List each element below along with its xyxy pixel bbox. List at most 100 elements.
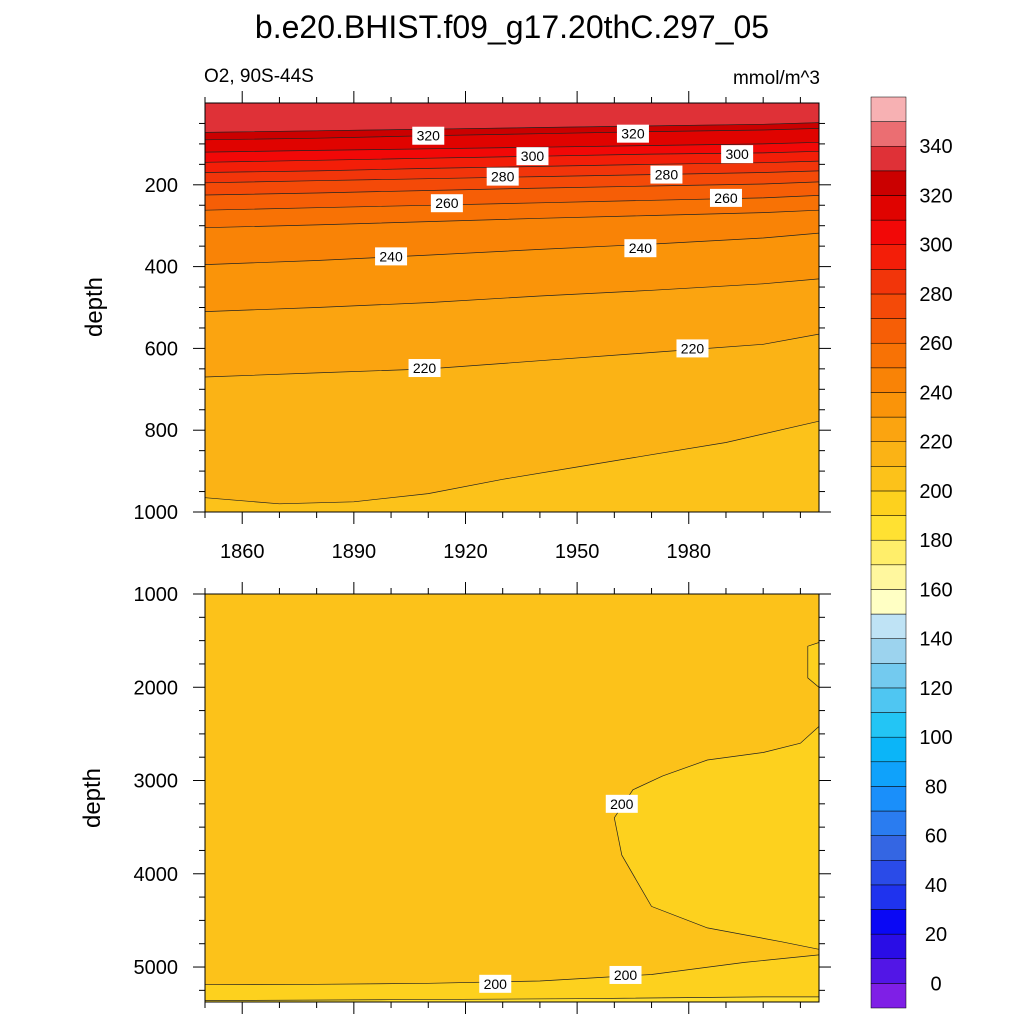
colorbar-swatch xyxy=(870,342,907,369)
variable-label: O2, 90S-44S xyxy=(204,66,314,87)
lower-depth-panel: 200 200 200 1000 2000 3000 4000 5000 depth xyxy=(79,582,831,1014)
y-tick-label: 1000 xyxy=(134,502,179,524)
svg-text:280: 280 xyxy=(491,169,515,185)
contour-label: 200 xyxy=(605,794,638,813)
contour-line-260 xyxy=(205,195,819,211)
upper-depth-panel: 320 320 300 300 280 280 260 260 240 240 220 220 186… xyxy=(81,91,831,563)
y-tick-label: 4000 xyxy=(134,864,179,886)
colorbar-tick-label: 140 xyxy=(919,629,952,651)
colorbar-swatch xyxy=(870,613,907,639)
contour-line-220 xyxy=(205,333,819,378)
colorbar-swatch xyxy=(870,219,907,245)
contour-line-270 xyxy=(205,181,819,196)
colorbar-tick-label: 60 xyxy=(925,826,947,848)
colorbar-swatch xyxy=(870,515,907,541)
colorbar-tick-label: 180 xyxy=(919,530,952,552)
contour-label: 320 xyxy=(412,126,445,145)
x-tick-label: 1860 xyxy=(220,541,265,563)
contour-line-290 xyxy=(205,160,819,173)
x-tick-label: 1980 xyxy=(667,541,712,563)
colorbar-tick-label: 40 xyxy=(925,875,947,897)
svg-text:220: 220 xyxy=(681,340,705,356)
chart-title: b.e20.BHIST.f09_g17.20thC.297_05 xyxy=(255,9,769,45)
colorbar-swatch xyxy=(870,958,907,984)
contour-label: 220 xyxy=(408,359,441,378)
lower-panel-frame xyxy=(204,593,820,1003)
contour-label: 300 xyxy=(721,145,754,164)
contour-line-200 xyxy=(205,954,819,986)
colorbar-swatch xyxy=(870,539,907,566)
contour-label: 240 xyxy=(375,247,408,266)
colorbar-tick-label: 120 xyxy=(919,678,952,700)
y-tick-label: 2000 xyxy=(134,677,179,699)
colorbar-swatch xyxy=(870,909,907,935)
svg-text:280: 280 xyxy=(655,167,679,183)
contour-label: 200 xyxy=(479,974,512,993)
svg-text:320: 320 xyxy=(417,128,441,144)
colorbar-swatch xyxy=(870,589,907,615)
svg-text:260: 260 xyxy=(714,190,738,206)
upper-y-axis-label: depth xyxy=(81,277,108,337)
colorbar-swatch xyxy=(870,687,907,713)
colorbar-tick-label: 340 xyxy=(919,136,952,158)
lower-y-axis-label: depth xyxy=(79,768,106,828)
contour-line-280 xyxy=(205,170,819,184)
colorbar-swatch xyxy=(870,736,907,763)
units-label: mmol/m^3 xyxy=(733,68,820,89)
colorbar-tick-label: 260 xyxy=(919,333,952,355)
colorbar-swatch xyxy=(870,761,907,787)
y-tick-label: 600 xyxy=(145,338,178,360)
contour-label: 200 xyxy=(609,965,642,984)
colorbar-swatch xyxy=(870,293,907,319)
colorbar: 0 20 40 60 80 100 120 140 160 180 200 220 240 260 280 3… xyxy=(870,96,953,1009)
svg-text:240: 240 xyxy=(379,248,403,264)
contour-line-330 xyxy=(205,122,819,133)
colorbar-tick-label: 220 xyxy=(919,432,952,454)
colorbar-swatch xyxy=(870,490,907,516)
contour-label: 280 xyxy=(650,165,683,184)
svg-text:300: 300 xyxy=(725,146,749,162)
svg-text:200: 200 xyxy=(614,967,638,983)
colorbar-swatch xyxy=(870,392,907,418)
svg-text:260: 260 xyxy=(435,195,459,211)
contour-line-240 xyxy=(205,232,819,265)
colorbar-swatch xyxy=(870,96,907,122)
colorbar-swatch xyxy=(870,663,907,689)
colorbar-swatch xyxy=(870,170,907,196)
colorbar-swatch xyxy=(870,466,907,492)
colorbar-swatch xyxy=(870,933,907,960)
colorbar-swatch xyxy=(870,244,907,270)
colorbar-swatch xyxy=(870,884,907,910)
colorbar-swatch xyxy=(870,416,907,442)
colorbar-tick-label: 100 xyxy=(919,727,952,749)
colorbar-swatch xyxy=(870,195,907,221)
svg-text:240: 240 xyxy=(629,240,653,256)
colorbar-tick-label: 20 xyxy=(925,924,947,946)
contour-line-200 xyxy=(807,642,819,688)
colorbar-swatch xyxy=(870,121,907,147)
contour-label: 220 xyxy=(676,339,709,358)
colorbar-swatch xyxy=(870,638,907,664)
svg-text:300: 300 xyxy=(521,148,545,164)
colorbar-tick-label: 240 xyxy=(919,382,952,404)
colorbar-swatch xyxy=(870,367,907,393)
contour-line-210 xyxy=(205,420,819,505)
colorbar-swatch xyxy=(870,318,907,344)
contour-label: 260 xyxy=(709,188,742,207)
contour-label: 280 xyxy=(486,167,519,186)
colorbar-tick-label: 80 xyxy=(925,776,947,798)
y-tick-label: 400 xyxy=(145,257,178,279)
x-tick-label: 1890 xyxy=(332,541,377,563)
contour-label: 300 xyxy=(516,147,549,166)
colorbar-tick-label: 280 xyxy=(919,284,952,306)
y-tick-label: 1000 xyxy=(134,584,179,606)
colorbar-swatch xyxy=(870,145,907,172)
svg-text:220: 220 xyxy=(413,360,437,376)
contour-label: 260 xyxy=(430,194,463,213)
contour-line-320 xyxy=(205,128,819,141)
colorbar-swatch xyxy=(870,564,907,590)
y-tick-label: 200 xyxy=(145,175,178,197)
contour-label: 320 xyxy=(616,124,649,143)
colorbar-swatch xyxy=(870,786,907,812)
